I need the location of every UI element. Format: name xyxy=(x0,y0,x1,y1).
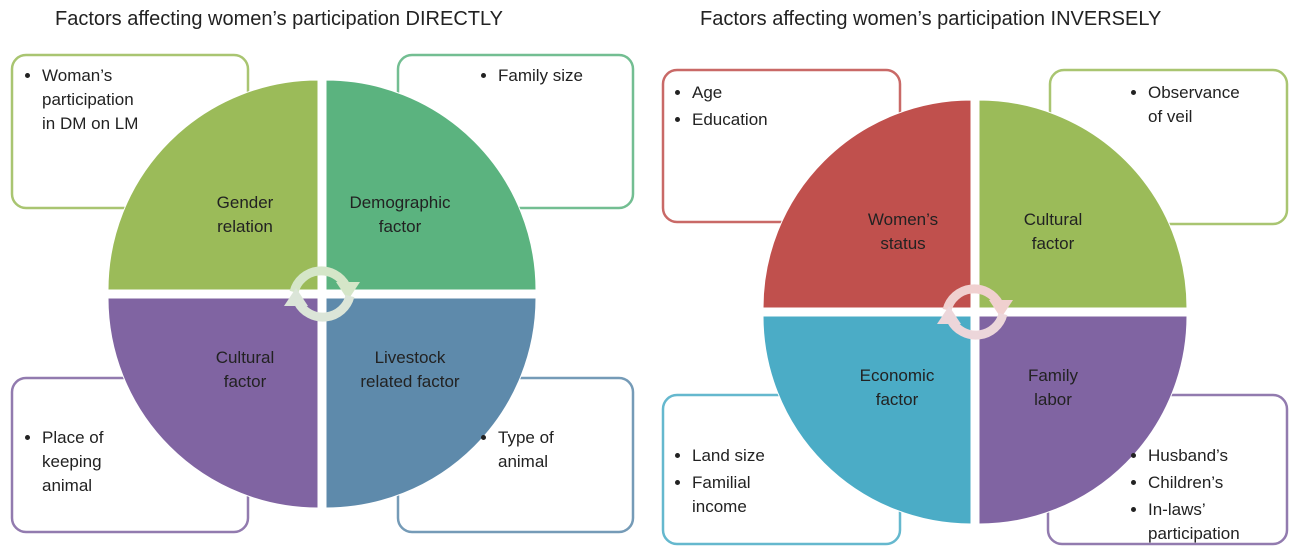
quadrant xyxy=(325,79,537,291)
quadrant xyxy=(978,99,1188,309)
panel-title: Factors affecting women’s participation … xyxy=(55,8,503,30)
cycle-arrow xyxy=(942,284,1003,312)
bullet-item: Type of animal xyxy=(498,426,568,474)
bullet-item: Education xyxy=(692,108,822,132)
quadrant xyxy=(978,315,1188,525)
quadrant xyxy=(762,315,972,525)
arrow-head xyxy=(336,282,360,300)
bullet-list: Age Education xyxy=(672,81,822,135)
bullet-list: Land size Familial income xyxy=(672,444,772,522)
quadrant-label: Economic factor xyxy=(859,366,935,409)
quadrant-label: Cultural factor xyxy=(1023,210,1083,253)
bullet-item: Husband’s xyxy=(1148,444,1253,468)
quadrant xyxy=(107,79,319,291)
bullet-item: Land size xyxy=(692,444,772,468)
bullet-list: Place of keeping animal xyxy=(22,426,117,501)
bullet-item: Observance of veil xyxy=(1148,81,1243,129)
bullet-list: Family size xyxy=(478,64,618,91)
quadrant xyxy=(107,297,319,509)
quadrant xyxy=(762,99,972,309)
arrow-head xyxy=(989,300,1013,318)
bullet-list: Woman’s participation in DM on LM xyxy=(22,64,147,139)
bullet-list: Husband’s Children’s In-laws’ participatio… xyxy=(1128,444,1253,546)
quadrant-label: Demographic factor xyxy=(349,193,451,236)
bullet-item: Woman’s participation in DM on LM xyxy=(42,64,147,136)
arrow-head xyxy=(284,288,308,306)
bullet-list: Observance of veil xyxy=(1128,81,1243,132)
cycle-arrow xyxy=(289,266,350,294)
quadrant-label: Women’s status xyxy=(867,210,939,253)
quadrant-label: Livestock related factor xyxy=(360,348,460,391)
quadrant-label: Gender relation xyxy=(216,193,274,236)
bullet-item: Family size xyxy=(498,64,618,88)
quadrant-label: Cultural factor xyxy=(215,348,275,391)
cycle-arrow xyxy=(294,294,355,322)
quadrant-label: Family labor xyxy=(1027,366,1079,409)
bullet-item: Children’s xyxy=(1148,471,1253,495)
bullet-item: Familial income xyxy=(692,471,772,519)
bullet-list: Type of animal xyxy=(478,426,568,477)
bullet-item: Age xyxy=(692,81,822,105)
quadrant xyxy=(325,297,537,509)
bullet-item: Place of keeping animal xyxy=(42,426,117,498)
panel-title: Factors affecting women’s participation … xyxy=(700,8,1162,30)
bullet-item: In-laws’ participation xyxy=(1148,498,1253,546)
arrow-head xyxy=(937,306,961,324)
cycle-arrow xyxy=(947,312,1008,340)
